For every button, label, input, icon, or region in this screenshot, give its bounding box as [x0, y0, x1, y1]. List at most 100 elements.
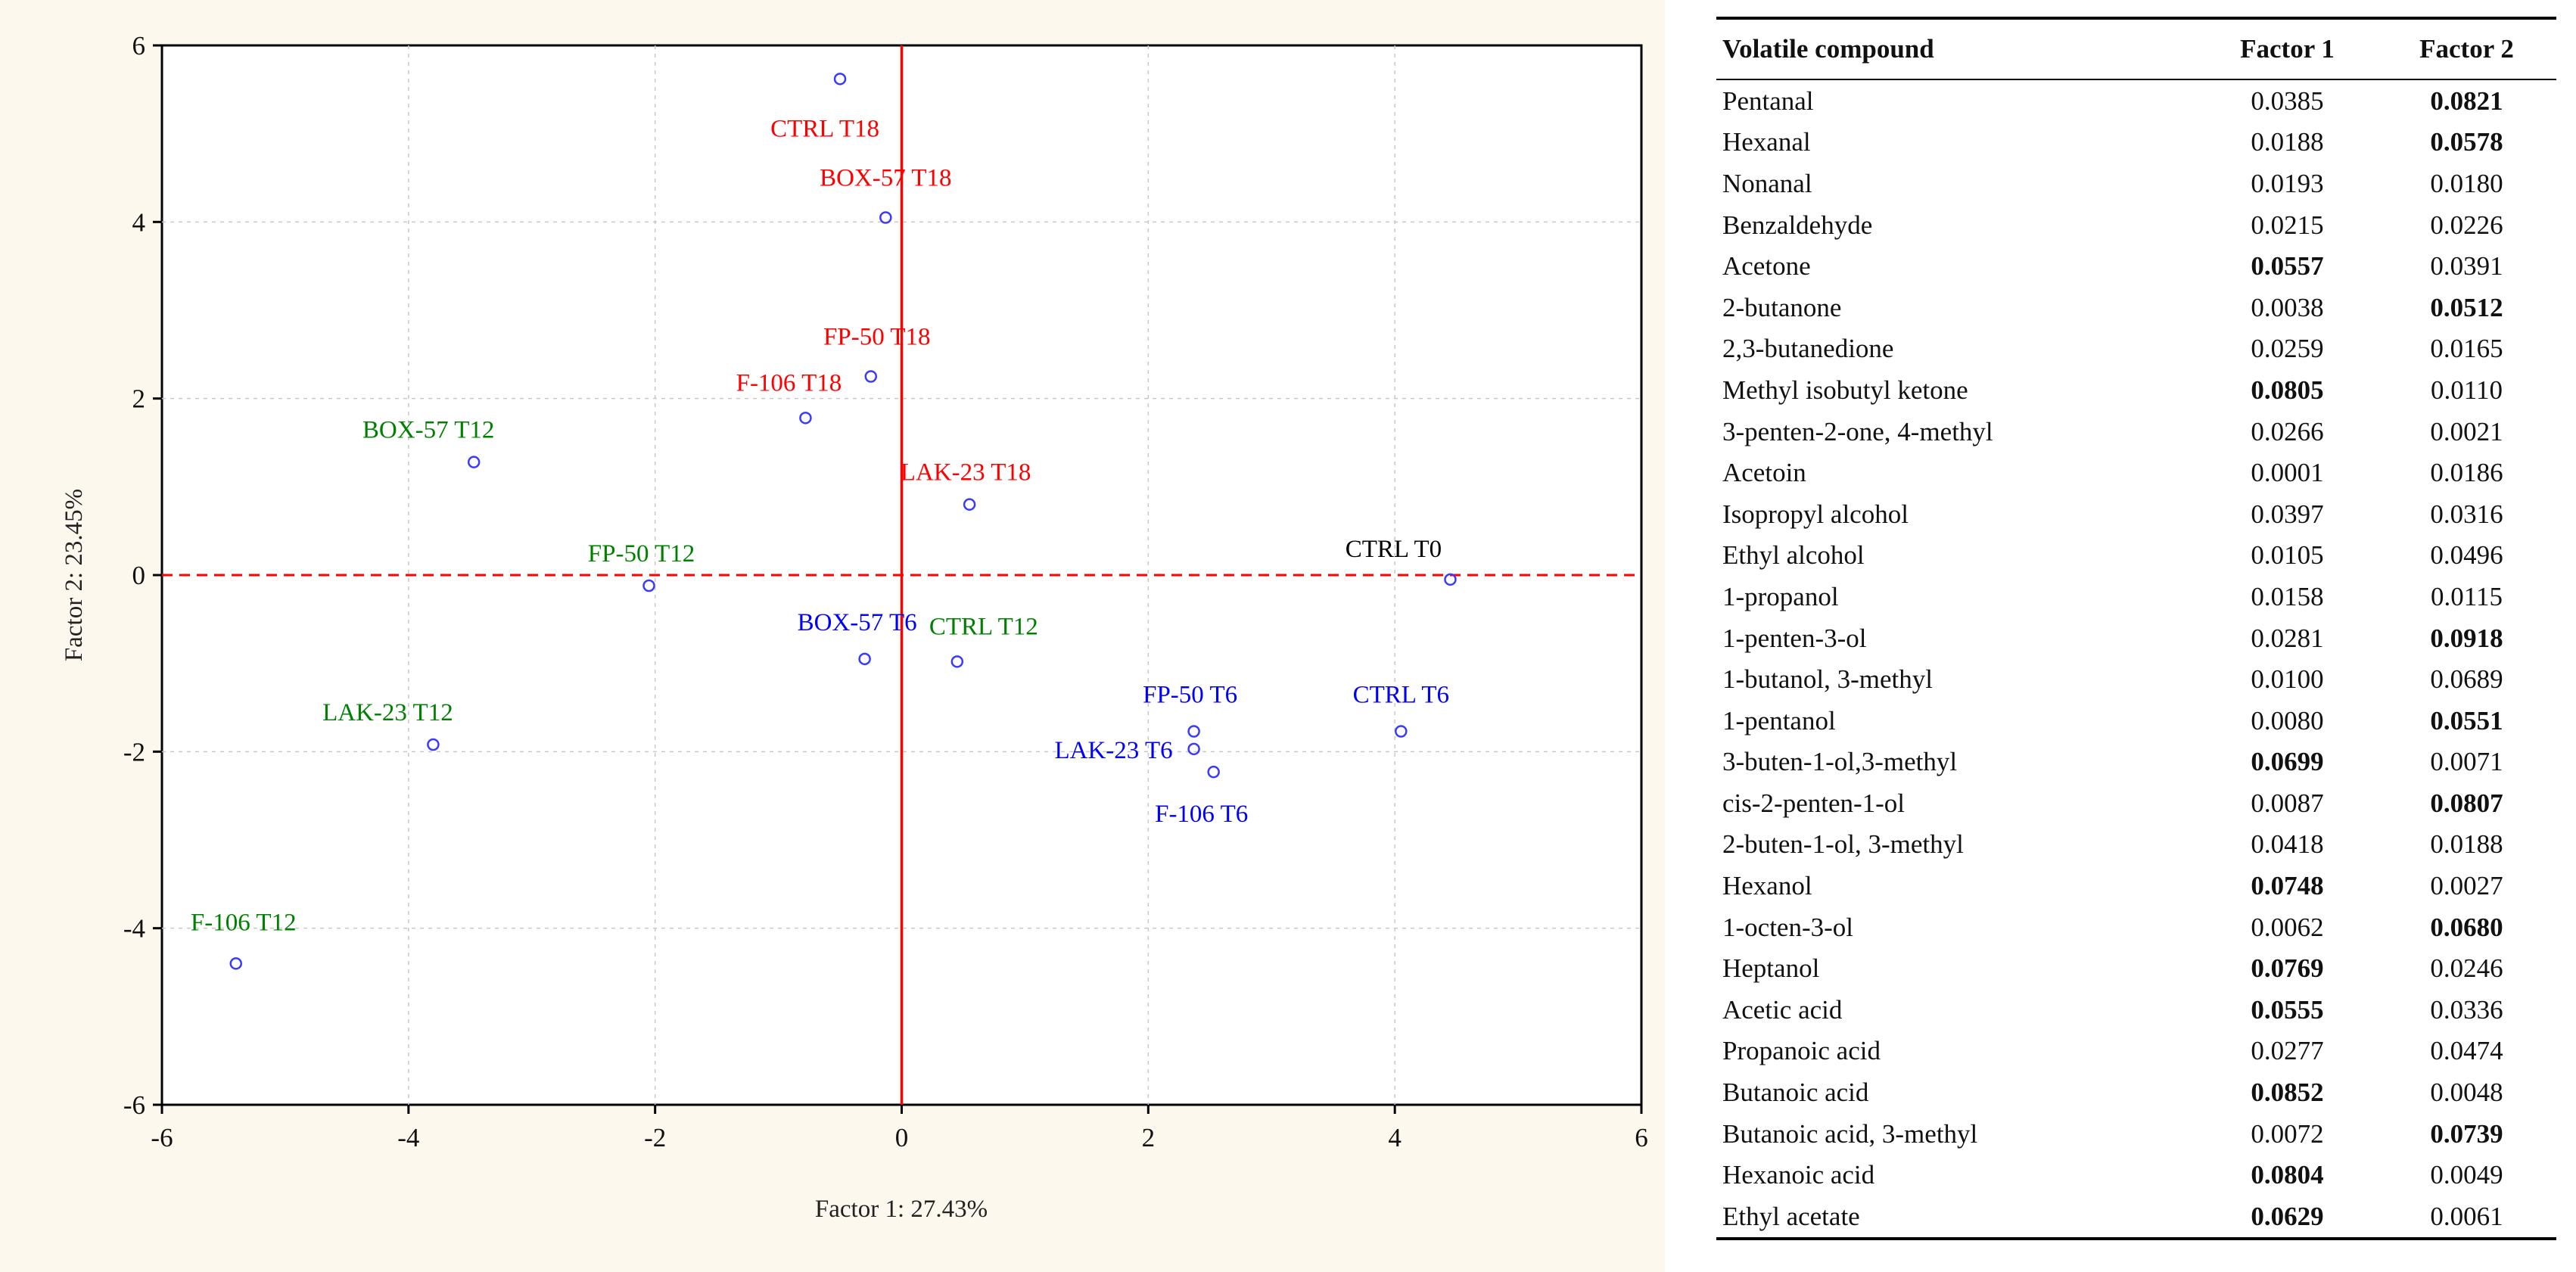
- cell-factor-2: 0.0246: [2430, 953, 2503, 984]
- data-point: [963, 498, 976, 511]
- table-row: Hexanol 0.0748 0.0027: [1716, 865, 2556, 907]
- table-row: 1-propanol 0.0158 0.0115: [1716, 576, 2556, 617]
- gridlines: [162, 45, 1641, 1105]
- table-row: 1-pentanol 0.0080 0.0551: [1716, 700, 2556, 742]
- table-row: Heptanol 0.0769 0.0246: [1716, 947, 2556, 989]
- cell-factor-2: 0.0180: [2430, 168, 2503, 198]
- x-tick-label: 0: [895, 1123, 909, 1152]
- cell-factor-2: 0.0027: [2430, 871, 2503, 901]
- cell-factor-1: 0.0418: [2251, 829, 2324, 860]
- cell-factor-1: 0.0385: [2251, 86, 2324, 116]
- y-tick-label: 4: [132, 207, 146, 237]
- loadings-table-panel: Volatile compound Factor 1 Factor 2 Pent…: [1716, 17, 2556, 1240]
- cell-factor-2: 0.0512: [2430, 292, 2503, 322]
- x-tick-label: -4: [397, 1123, 419, 1152]
- data-point: [229, 957, 242, 970]
- point-label: LAK-23 T18: [901, 459, 1031, 487]
- cell-compound: 3-penten-2-one, 4-methyl: [1722, 416, 1993, 446]
- cell-compound: 2-butanone: [1722, 292, 1842, 322]
- cell-factor-1: 0.0087: [2251, 788, 2324, 818]
- cell-compound: 2,3-butanedione: [1722, 334, 1894, 364]
- cell-compound: Butanoic acid: [1722, 1078, 1869, 1108]
- table-row: Hexanoic acid 0.0804 0.0049: [1716, 1154, 2556, 1196]
- cell-compound: 1-octen-3-ol: [1722, 912, 1853, 942]
- data-point: [467, 456, 481, 468]
- data-point: [950, 655, 964, 668]
- cell-factor-2: 0.0226: [2430, 210, 2503, 240]
- point-label: FP-50 T18: [823, 324, 931, 351]
- scatter-plot-svg: -6 -4 -2 0 2 4 6 -6 -4 -2 0 2 4 6 CTRL T0 CTRL T6 FP-50…: [0, 0, 1665, 1272]
- cell-compound: Pentanal: [1722, 86, 1814, 116]
- point-label: LAK-23 T6: [1054, 737, 1172, 764]
- cell-factor-1: 0.0193: [2251, 168, 2324, 198]
- data-point: [833, 73, 847, 86]
- cell-factor-1: 0.0699: [2251, 747, 2324, 777]
- cell-factor-1: 0.0215: [2251, 210, 2324, 240]
- cell-factor-1: 0.0105: [2251, 540, 2324, 571]
- cell-compound: Methyl isobutyl ketone: [1722, 375, 1968, 405]
- x-tick-label: 6: [1635, 1123, 1648, 1152]
- point-label: CTRL T18: [770, 115, 879, 142]
- table-row: Benzaldehyde 0.0215 0.0226: [1716, 204, 2556, 246]
- cell-compound: Ethyl alcohol: [1722, 540, 1865, 571]
- point-label: CTRL T0: [1346, 536, 1442, 563]
- cell-factor-2: 0.0336: [2430, 994, 2503, 1025]
- data-points: [229, 73, 1457, 970]
- cell-factor-2: 0.0689: [2430, 664, 2503, 695]
- data-point: [1187, 725, 1200, 738]
- y-tick-label: 0: [132, 561, 146, 590]
- point-label: BOX-57 T6: [798, 609, 917, 636]
- header-factor-1: Factor 1: [2198, 17, 2377, 80]
- cell-factor-1: 0.0397: [2251, 499, 2324, 529]
- table-row: Acetic acid 0.0555 0.0336: [1716, 989, 2556, 1031]
- table-row: Propanoic acid 0.0277 0.0474: [1716, 1031, 2556, 1072]
- table-row: Methyl isobutyl ketone 0.0805 0.0110: [1716, 369, 2556, 411]
- cell-factor-1: 0.0188: [2251, 127, 2324, 157]
- cell-compound: Propanoic acid: [1722, 1036, 1881, 1066]
- cell-factor-2: 0.0186: [2430, 458, 2503, 488]
- y-tick-label: 6: [132, 31, 146, 61]
- table-row: Hexanal 0.0188 0.0578: [1716, 122, 2556, 163]
- table-row: Ethyl acetate 0.0629 0.0061: [1716, 1196, 2556, 1240]
- cell-factor-1: 0.0266: [2251, 416, 2324, 446]
- point-labels: CTRL T0 CTRL T6 FP-50 T6 LAK-23 T6 F-106 T6 B…: [191, 115, 1449, 936]
- point-label: CTRL T6: [1353, 682, 1449, 709]
- table-row: 1-penten-3-ol 0.0281 0.0918: [1716, 617, 2556, 659]
- table-row: 2-buten-1-ol, 3-methyl 0.0418 0.0188: [1716, 824, 2556, 866]
- cell-compound: Butanoic acid, 3-methyl: [1722, 1118, 1978, 1149]
- cell-factor-1: 0.0072: [2251, 1118, 2324, 1149]
- x-tick-label: 4: [1388, 1123, 1402, 1152]
- table-row: Nonanal 0.0193 0.0180: [1716, 163, 2556, 204]
- data-point: [1444, 573, 1457, 586]
- cell-factor-1: 0.0555: [2251, 994, 2324, 1025]
- data-point: [799, 412, 812, 425]
- cell-factor-1: 0.0769: [2251, 953, 2324, 984]
- cell-compound: Nonanal: [1722, 168, 1812, 198]
- cell-factor-2: 0.0496: [2430, 540, 2503, 571]
- axis-ticks: -6 -4 -2 0 2 4 6 -6 -4 -2 0 2 4 6: [123, 31, 1648, 1152]
- cell-compound: 2-buten-1-ol, 3-methyl: [1722, 829, 1964, 860]
- cell-factor-2: 0.0551: [2430, 705, 2503, 736]
- cell-factor-2: 0.0061: [2377, 1196, 2556, 1240]
- cell-compound: Acetone: [1722, 251, 1811, 281]
- cell-compound: Acetic acid: [1722, 994, 1843, 1025]
- cell-factor-1: 0.0281: [2251, 623, 2324, 653]
- cell-compound: 1-propanol: [1722, 581, 1839, 611]
- cell-factor-2: 0.0021: [2430, 416, 2503, 446]
- cell-factor-1: 0.0629: [2198, 1196, 2377, 1240]
- cell-compound: Hexanal: [1722, 127, 1811, 157]
- data-point: [1395, 725, 1408, 738]
- table-row: Pentanal 0.0385 0.0821: [1716, 79, 2556, 122]
- cell-factor-2: 0.0115: [2431, 581, 2503, 611]
- cell-factor-1: 0.0038: [2251, 292, 2324, 322]
- cell-factor-2: 0.0316: [2430, 499, 2503, 529]
- cell-compound: cis-2-penten-1-ol: [1722, 788, 1906, 818]
- point-label: LAK-23 T12: [322, 699, 453, 726]
- header-factor-2: Factor 2: [2377, 17, 2556, 80]
- data-point: [1207, 765, 1220, 779]
- data-point: [858, 652, 871, 666]
- y-tick-label: -4: [123, 914, 145, 944]
- cell-factor-1: 0.0158: [2251, 581, 2324, 611]
- x-tick-label: 2: [1142, 1123, 1156, 1152]
- cell-compound: 1-pentanol: [1722, 705, 1836, 736]
